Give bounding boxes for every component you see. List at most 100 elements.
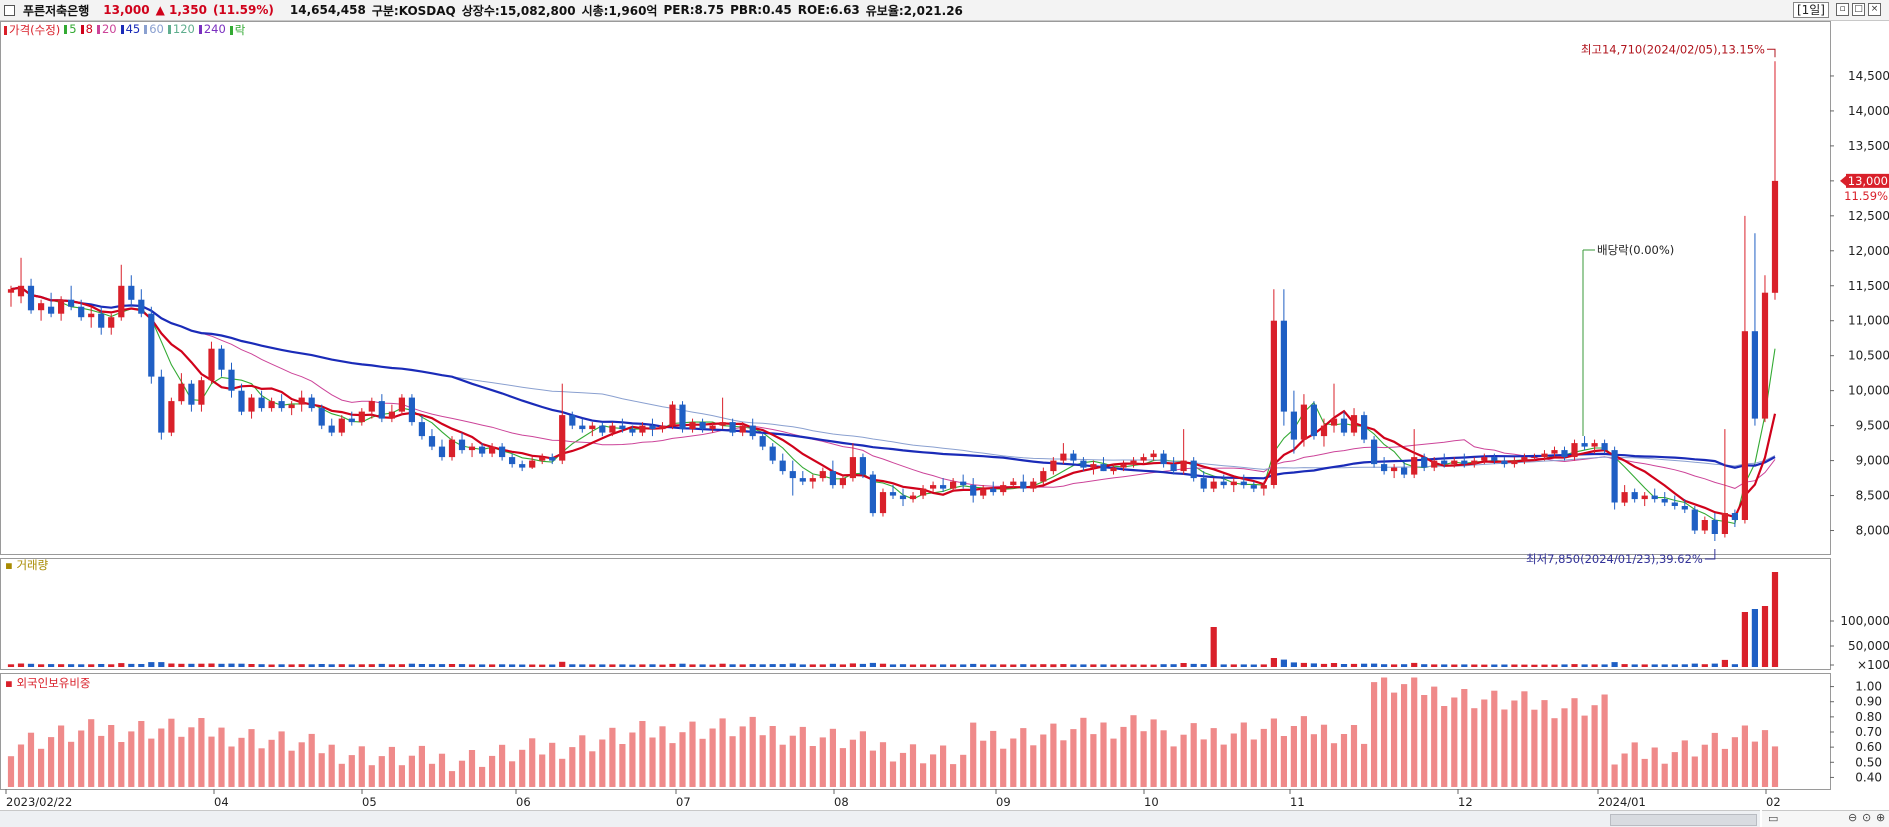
- foreign-bar: [1040, 734, 1047, 787]
- candle: [499, 443, 506, 461]
- candle-body: [1030, 481, 1037, 489]
- foreign-bar: [639, 721, 646, 787]
- candle: [1230, 478, 1237, 493]
- foreign-bar: [328, 744, 335, 787]
- candle: [378, 394, 385, 423]
- volume-bar: [228, 663, 235, 667]
- maximize-icon[interactable]: □: [1852, 3, 1865, 16]
- y-tick-label: 11,000: [1848, 314, 1889, 328]
- high-arrow: [1766, 48, 1776, 58]
- zoom-out-icon[interactable]: ⊖: [1848, 811, 1858, 824]
- legend-ma20[interactable]: 20: [96, 22, 117, 38]
- x-tick-label: 09: [996, 795, 1011, 809]
- candle: [1481, 453, 1488, 465]
- legend-ma5[interactable]: 5: [64, 22, 77, 38]
- scroll-thumb[interactable]: [1610, 814, 1757, 826]
- legend-ex[interactable]: 락: [229, 22, 245, 38]
- volume-bar: [1170, 664, 1177, 667]
- volume-bar: [749, 664, 756, 667]
- candle-body: [879, 492, 887, 514]
- legend-ma120[interactable]: 120: [167, 22, 195, 38]
- foreign-bar: [1050, 723, 1057, 787]
- volume-bar: [719, 663, 726, 667]
- legend-ma60[interactable]: 60: [144, 22, 164, 38]
- horizontal-scrollbar[interactable]: [0, 810, 1760, 827]
- legend-price-label: 가격(수정): [9, 23, 61, 37]
- close-icon[interactable]: ×: [1868, 3, 1881, 16]
- volume-bar: [1340, 664, 1348, 667]
- volume-bar: [1020, 664, 1027, 667]
- foreign-bar: [1651, 747, 1658, 787]
- candle: [38, 299, 45, 321]
- legend-ma240-label: 240: [203, 22, 226, 36]
- candle-body: [48, 306, 55, 314]
- legend-ma45[interactable]: 45: [120, 22, 140, 38]
- zoom-slider-icon[interactable]: ▭: [1768, 812, 1779, 825]
- candle: [1100, 457, 1107, 472]
- volume-bar: [138, 664, 145, 667]
- foreign-bar: [990, 730, 997, 787]
- foreign-bar: [1330, 743, 1338, 787]
- volume-bar: [1501, 664, 1508, 667]
- candle: [1381, 457, 1388, 475]
- candle-body: [1200, 478, 1207, 489]
- candle: [258, 390, 265, 412]
- volume-bar: [1070, 664, 1077, 667]
- candle-body: [559, 415, 566, 461]
- foreign-bar: [1501, 709, 1508, 787]
- volume-bar: [348, 664, 355, 667]
- x-tick-label: 02: [1766, 795, 1781, 809]
- volume-bar: [579, 664, 586, 667]
- legend-ma240[interactable]: 240: [198, 22, 226, 38]
- candle: [1310, 401, 1317, 440]
- candle: [68, 285, 75, 311]
- foreign-bar: [1140, 731, 1147, 787]
- volume-bar: [318, 664, 325, 667]
- candle-body: [1441, 460, 1448, 465]
- volume-bar: [1521, 664, 1528, 667]
- volume-bar: [980, 664, 987, 667]
- volume-bar: [1210, 627, 1217, 667]
- foreign-bar: [629, 732, 636, 787]
- legend-price[interactable]: 가격(수정): [4, 22, 60, 38]
- candle-body: [759, 436, 766, 447]
- volume-pane-label: 거래량: [16, 558, 49, 572]
- foreign-bar: [1260, 728, 1267, 787]
- volume-bar: [428, 664, 436, 667]
- chart-canvas[interactable]: 14,500 14,000 13,500 13,000 12,500 12,000 11,5…: [0, 21, 1889, 810]
- candle-body: [1481, 457, 1488, 461]
- ma60-line: [10, 286, 1776, 470]
- volume-bar: [1681, 664, 1688, 667]
- candle-body: [1661, 499, 1668, 503]
- candle-body: [799, 478, 806, 482]
- period-button[interactable]: [1일]: [1792, 2, 1829, 18]
- candle-body: [1270, 320, 1277, 485]
- stock-select-icon[interactable]: [4, 4, 15, 16]
- candle: [1721, 429, 1728, 538]
- candle-body: [1150, 453, 1157, 458]
- candle-body: [940, 485, 947, 489]
- volume-bar: [1280, 659, 1287, 667]
- candle: [960, 474, 967, 489]
- candle-body: [1721, 513, 1728, 534]
- volume-bar: [1140, 664, 1147, 667]
- candle: [468, 443, 476, 458]
- legend-ma8[interactable]: 8: [80, 22, 93, 38]
- volume-tick-label: 50,000: [1848, 639, 1889, 653]
- candle: [1681, 499, 1688, 514]
- y-tick-label: 14,500: [1848, 69, 1889, 83]
- candle-body: [1461, 460, 1468, 465]
- volume-bar: [238, 663, 245, 667]
- minimize-icon[interactable]: ▫: [1836, 3, 1849, 16]
- candle: [539, 453, 546, 465]
- foreign-tick-label: 0.90: [1855, 695, 1882, 709]
- zoom-in-icon[interactable]: ⊕: [1876, 811, 1886, 824]
- volume-bar: [1300, 662, 1307, 667]
- candle-body: [1451, 460, 1458, 465]
- zoom-reset-icon[interactable]: ⊙: [1862, 811, 1872, 824]
- stock-name[interactable]: 푸른저축은행: [23, 3, 90, 18]
- candle: [458, 432, 466, 454]
- candle: [148, 306, 155, 384]
- candle: [509, 453, 516, 468]
- foreign-bar: [950, 764, 957, 787]
